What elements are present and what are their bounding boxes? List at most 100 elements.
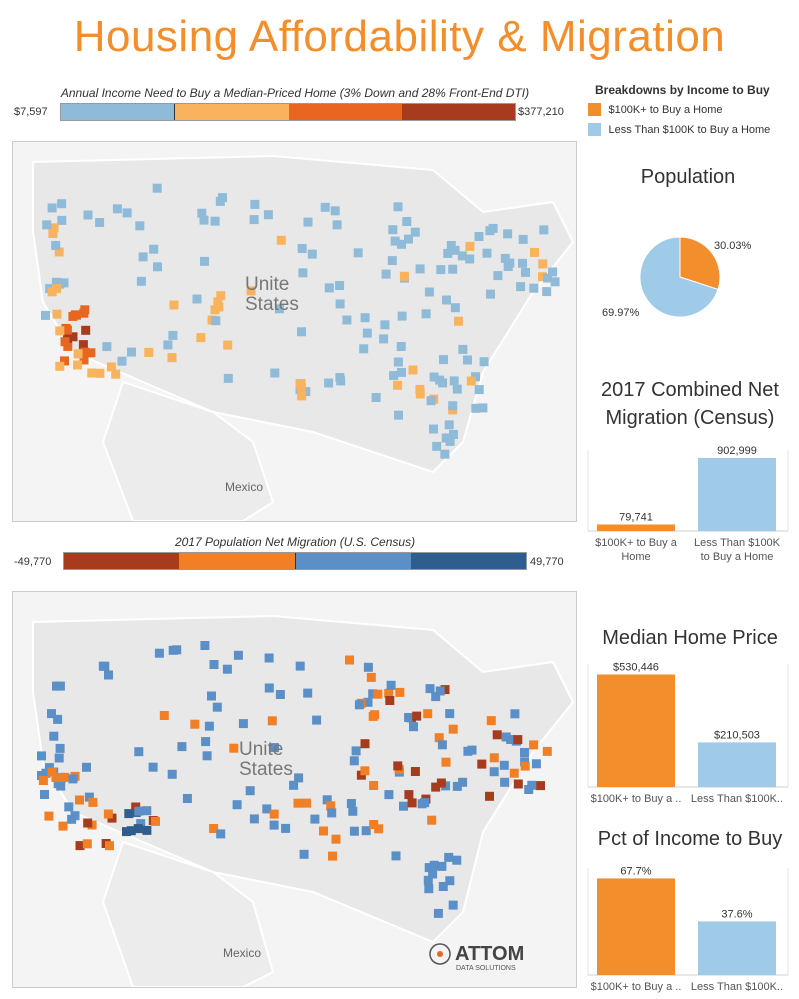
map-marker xyxy=(104,670,113,680)
map-marker xyxy=(196,333,206,343)
map-marker xyxy=(59,278,69,288)
population-pie[interactable]: 30.03% 69.97% xyxy=(580,215,795,340)
map-marker xyxy=(369,781,379,790)
map-marker xyxy=(249,814,259,824)
map-marker xyxy=(408,365,418,375)
map-marker xyxy=(397,311,407,321)
map-marker xyxy=(521,267,530,277)
map-marker xyxy=(503,229,513,239)
map-marker xyxy=(501,732,511,742)
pct-income-chart[interactable]: 67.7% $100K+ to Buy a .. 37.6% Less Than $1… xyxy=(583,860,793,998)
net-migration-chart[interactable]: 79,741 $100K+ to Buy a Home 902,999 Less Tha… xyxy=(583,440,793,570)
map-marker xyxy=(402,217,412,226)
median-price-chart[interactable]: $530,446 $100K+ to Buy a .. $210,503 Less T… xyxy=(583,660,793,810)
map-marker xyxy=(81,325,91,335)
bar-1[interactable] xyxy=(698,921,776,975)
map-marker xyxy=(427,815,437,825)
map-marker xyxy=(60,356,69,366)
income-map[interactable]: Unite States Mexico xyxy=(12,141,577,522)
category-label-0: $100K+ to Buy a .. xyxy=(591,793,682,805)
map-marker xyxy=(124,809,134,819)
map-marker xyxy=(310,814,320,824)
map-marker xyxy=(437,861,447,871)
map-marker xyxy=(303,217,313,227)
map-marker xyxy=(84,792,94,802)
map-marker xyxy=(168,330,178,340)
map-marker xyxy=(136,819,146,829)
map-marker xyxy=(212,702,222,712)
category-label-1-line2: to Buy a Home xyxy=(701,551,774,563)
map-marker xyxy=(445,876,455,886)
map-marker xyxy=(202,751,212,761)
map-marker xyxy=(359,344,369,354)
map-marker xyxy=(190,719,200,729)
breakdown-legend-title: Breakdowns by Income to Buy xyxy=(595,83,770,97)
breakdown-legend-item[interactable]: $100K+ to Buy a Home xyxy=(588,101,723,119)
breakdown-legend-item[interactable]: Less Than $100K to Buy a Home xyxy=(588,121,770,139)
map-marker xyxy=(454,316,463,326)
map-marker xyxy=(466,376,476,386)
pie-slice-1[interactable] xyxy=(639,236,719,318)
map-marker xyxy=(415,384,425,394)
map-marker xyxy=(37,751,46,761)
pie-slice-0[interactable] xyxy=(679,236,721,291)
bar-0[interactable] xyxy=(597,674,675,788)
map-marker xyxy=(307,249,317,259)
map-marker xyxy=(448,724,458,734)
map-marker xyxy=(238,719,248,729)
map-marker xyxy=(68,332,78,342)
map-marker xyxy=(384,790,394,800)
map-marker xyxy=(431,782,441,792)
map-marker xyxy=(415,264,425,274)
map-marker xyxy=(52,284,62,294)
map-marker xyxy=(48,229,58,238)
map-label-us-line1: Unite xyxy=(245,274,289,295)
map-marker xyxy=(177,742,187,752)
map-marker xyxy=(126,826,136,836)
income-map-svg: Unite States Mexico xyxy=(32,154,575,521)
map-marker xyxy=(95,218,105,227)
map-marker xyxy=(518,234,528,244)
map-marker xyxy=(384,688,394,698)
migration-map[interactable]: Unite States Mexico ATTOM DATA SOLUTIONS xyxy=(12,591,577,988)
map-marker xyxy=(83,818,93,828)
map-marker xyxy=(425,684,435,694)
map-marker xyxy=(55,326,65,336)
map-marker xyxy=(479,357,489,367)
bar-0[interactable] xyxy=(597,524,675,532)
bar-1[interactable] xyxy=(698,742,776,787)
map-marker xyxy=(438,882,448,891)
map-marker xyxy=(117,356,127,366)
breakdown-legend-label: $100K+ to Buy a Home xyxy=(608,103,723,116)
legend-swatch-blue xyxy=(588,123,601,137)
map-marker xyxy=(151,816,160,826)
map-marker xyxy=(424,884,434,894)
map-label-us-line2: States xyxy=(239,759,293,780)
map-marker xyxy=(397,367,406,377)
map-marker xyxy=(204,721,214,731)
map-marker xyxy=(331,834,341,844)
map-marker xyxy=(144,347,154,357)
map-marker xyxy=(55,681,65,691)
map-marker xyxy=(127,347,136,357)
map-label-us-line2: States xyxy=(245,294,299,315)
map-marker xyxy=(276,235,286,245)
bar-1[interactable] xyxy=(698,457,776,531)
map-marker xyxy=(159,711,169,720)
map-marker xyxy=(415,389,425,399)
map-marker xyxy=(78,340,88,350)
category-label-1: Less Than $100K.. xyxy=(691,981,783,993)
income-ramp-segment xyxy=(401,104,515,120)
map-marker xyxy=(55,361,65,371)
bar-0[interactable] xyxy=(597,878,675,975)
map-marker xyxy=(449,376,459,386)
map-marker xyxy=(209,824,219,833)
map-marker xyxy=(516,282,526,292)
map-marker xyxy=(218,193,227,203)
map-marker xyxy=(53,779,63,789)
map-marker xyxy=(363,662,373,672)
pie-label-1: 69.97% xyxy=(602,307,640,319)
map-marker xyxy=(223,373,233,383)
map-marker xyxy=(263,210,273,220)
map-marker xyxy=(319,826,328,836)
